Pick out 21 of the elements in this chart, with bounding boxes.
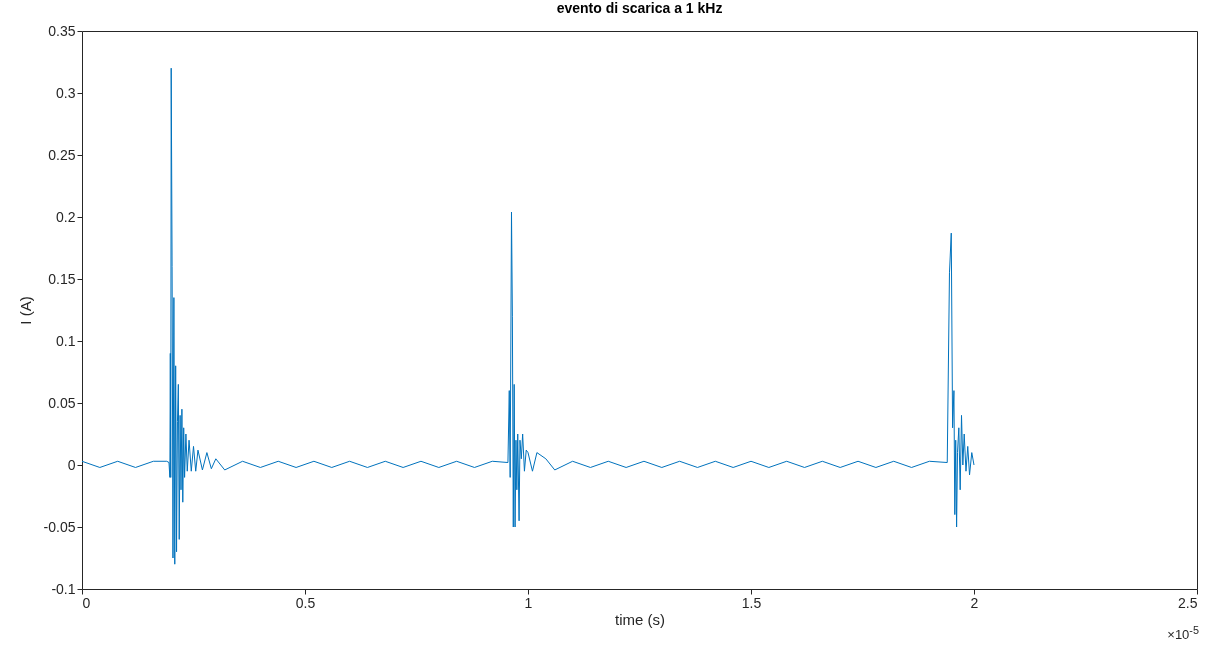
y-tick-label: 0.25 <box>48 146 76 163</box>
y-tick-label: 0.1 <box>56 332 76 349</box>
x-tick-label: 0.5 <box>295 594 316 611</box>
x-tick-label: 1.5 <box>741 594 762 611</box>
text: ×10$^{-5}$ <box>1167 624 1199 643</box>
y-tick-label: -0.05 <box>43 518 76 535</box>
y-axis-title: I (A) <box>16 296 34 325</box>
chart-title: evento di scarica a 1 kHz <box>556 0 723 16</box>
x-tick-label: 1 <box>524 594 533 611</box>
x-axis-title: time (s) <box>615 610 665 628</box>
y-tick-label: -0.1 <box>51 580 76 597</box>
x-tick-label: 2.5 <box>1178 594 1198 611</box>
x-tick-label: 0 <box>82 594 91 611</box>
x-tick-label: 2 <box>970 594 979 611</box>
y-tick-label: 0.15 <box>48 270 76 287</box>
line-series <box>82 67 975 565</box>
y-tick-label: 0.2 <box>56 208 76 225</box>
y-tick-label: 0.05 <box>48 394 76 411</box>
y-tick-label: 0.35 <box>48 22 76 39</box>
y-tick-label: 0 <box>67 456 76 473</box>
y-tick-label: 0.3 <box>56 84 76 101</box>
